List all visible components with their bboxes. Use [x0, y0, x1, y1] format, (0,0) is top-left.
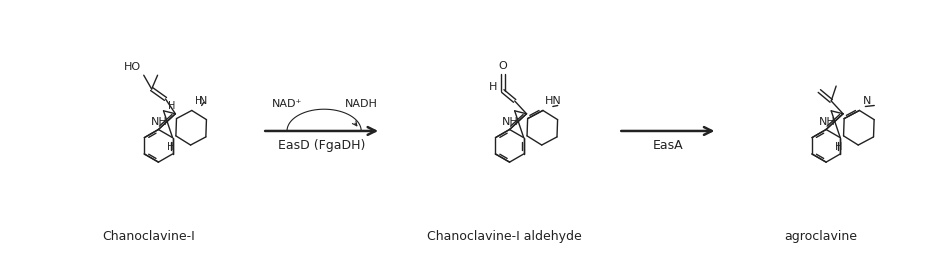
Text: NAD⁺: NAD⁺ — [272, 99, 302, 109]
Text: O: O — [498, 61, 507, 71]
Text: N: N — [863, 95, 870, 105]
Text: Chanoclavine-I: Chanoclavine-I — [102, 230, 195, 243]
Text: NH: NH — [819, 117, 836, 127]
Text: H: H — [835, 142, 842, 152]
Text: NH: NH — [151, 117, 168, 127]
Text: HN: HN — [544, 95, 561, 105]
Text: agroclavine: agroclavine — [785, 230, 857, 243]
Text: H: H — [167, 142, 174, 152]
Text: H: H — [195, 95, 203, 105]
Text: N: N — [199, 97, 207, 106]
Text: EasA: EasA — [653, 139, 683, 152]
Text: Chanoclavine-I aldehyde: Chanoclavine-I aldehyde — [428, 230, 582, 243]
Text: HO: HO — [123, 62, 140, 72]
Text: H: H — [169, 101, 176, 111]
Text: NH: NH — [502, 117, 519, 127]
Text: NADH: NADH — [345, 99, 378, 109]
Text: H: H — [489, 82, 496, 92]
Text: EasD (FgaDH): EasD (FgaDH) — [278, 139, 365, 152]
